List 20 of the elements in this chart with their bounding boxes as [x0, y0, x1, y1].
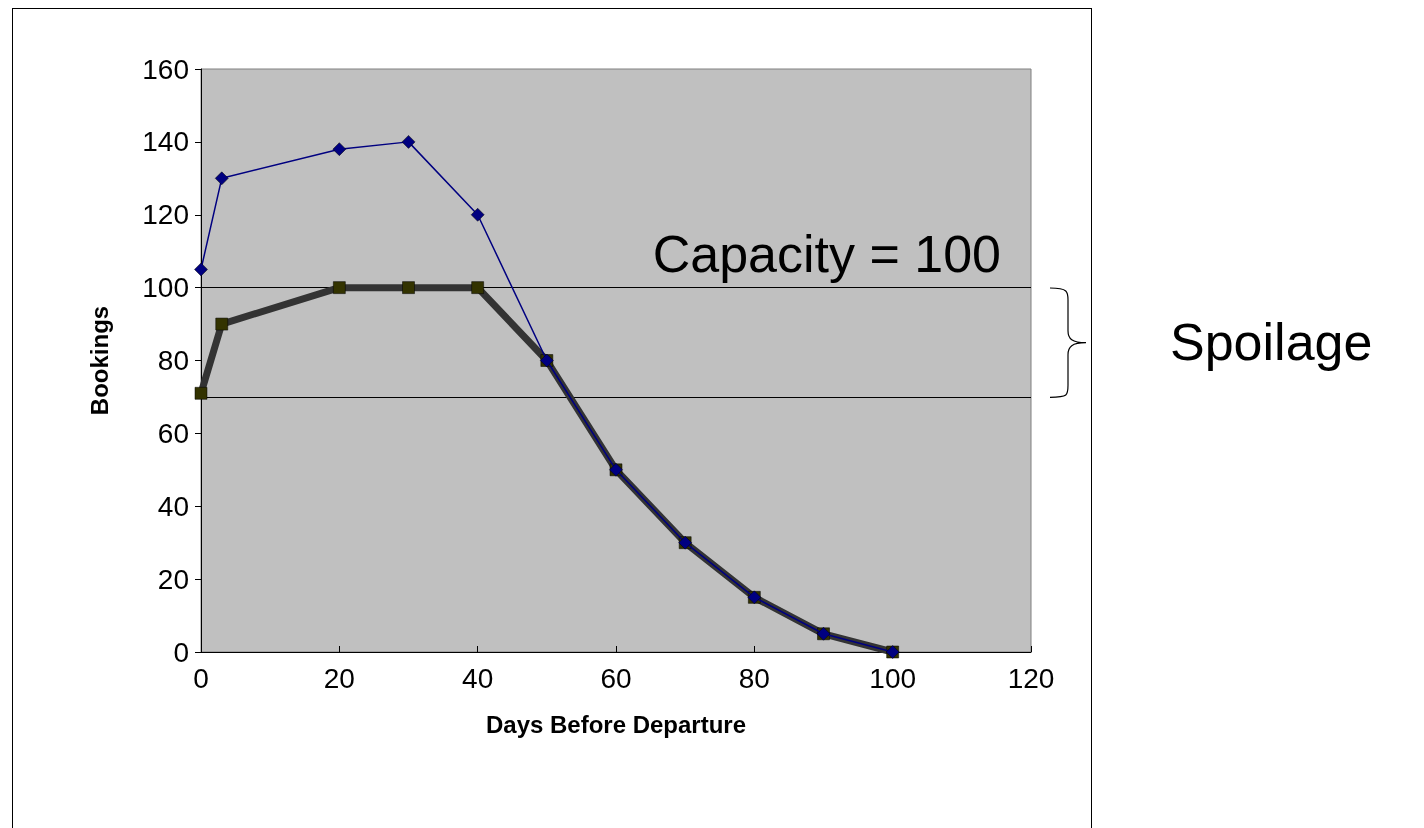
x-tick-label: 20 [323, 662, 355, 694]
x-axis-title: Days Before Departure [485, 710, 747, 738]
y-tick-label: 60 [157, 417, 189, 449]
y-tick-label: 20 [157, 563, 189, 595]
ref-line-label: Capacity = 100 [652, 224, 1001, 283]
x-tick-label: 0 [193, 662, 209, 694]
y-tick-label: 0 [173, 636, 189, 668]
y-tick-label: 140 [142, 126, 189, 158]
y-tick-label: 40 [157, 490, 189, 522]
x-tick-label: 100 [869, 662, 917, 694]
y-tick-label: 120 [142, 199, 189, 231]
y-tick-label: 160 [142, 53, 189, 85]
y-axis-title: Bookings [85, 305, 113, 416]
x-tick-label: 80 [738, 662, 770, 694]
x-tick-label: 60 [600, 662, 632, 694]
x-tick-label: 40 [462, 662, 494, 694]
x-tick-label: 120 [1007, 662, 1055, 694]
text: Spoilage [1170, 312, 1373, 374]
y-tick-label: 80 [157, 345, 189, 376]
y-tick-label: 100 [142, 272, 189, 304]
